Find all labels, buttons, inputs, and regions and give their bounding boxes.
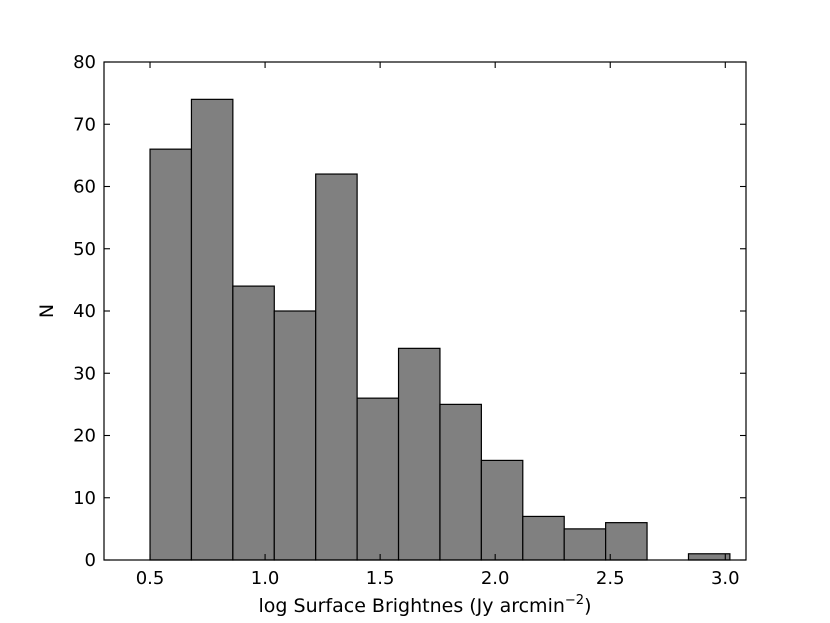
histogram-bar-2 [232, 285, 275, 561]
histogram-bar-8 [480, 459, 524, 561]
x-tick-label-2: 1.5 [366, 568, 395, 589]
histogram-bar-9 [522, 515, 565, 561]
x-axis-label: log Surface Brightnes (Jy arcmin−2) [259, 593, 592, 617]
y-tick-label-3: 30 [73, 363, 96, 384]
y-tick-label-7: 70 [73, 114, 96, 135]
tick-labels-group: 0.5 1.0 1.5 2.0 2.5 3.0 0 10 20 30 40 50 60 70 80 [73, 52, 740, 589]
histogram-bar-5 [356, 397, 400, 561]
x-axis-label-main: log Surface Brightnes (Jy arcmin [259, 595, 565, 617]
histogram-bar-3 [273, 310, 317, 561]
y-tick-label-2: 20 [73, 426, 96, 447]
histogram-bar-6 [397, 347, 441, 561]
histogram-bar-13 [687, 553, 731, 561]
histogram-bar-1 [190, 98, 234, 561]
histogram-bar-11 [605, 522, 648, 561]
histogram-bar-4 [315, 173, 358, 561]
x-tick-label-0: 0.5 [136, 568, 165, 589]
y-axis-label: N [36, 304, 58, 318]
histogram-bar-7 [439, 403, 482, 561]
x-tick-label-1: 1.0 [251, 568, 280, 589]
histogram-bar-0 [149, 148, 193, 561]
ticks-group [104, 61, 746, 561]
x-tick-label-5: 3.0 [711, 568, 740, 589]
x-axis-label-superscript: −2 [565, 593, 584, 608]
y-tick-label-0: 0 [85, 550, 96, 571]
x-axis-label-close: ) [584, 595, 591, 617]
y-tick-label-5: 50 [73, 239, 96, 260]
x-tick-label-3: 2.0 [481, 568, 510, 589]
x-tick-label-4: 2.5 [596, 568, 625, 589]
y-tick-label-8: 80 [73, 52, 96, 73]
histogram-bar-10 [563, 528, 607, 561]
y-tick-label-6: 60 [73, 177, 96, 198]
bars-group [149, 98, 731, 561]
y-tick-label-1: 10 [73, 488, 96, 509]
y-tick-label-4: 40 [73, 301, 96, 322]
